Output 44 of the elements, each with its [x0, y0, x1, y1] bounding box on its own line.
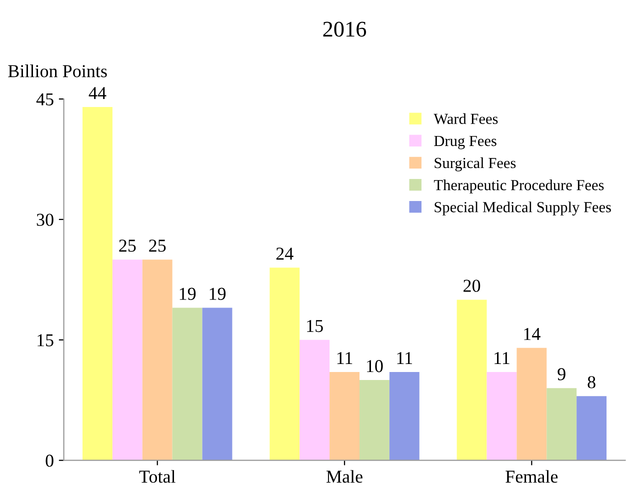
data-label: 10 — [367, 360, 383, 372]
bar — [270, 268, 300, 460]
bar — [202, 308, 232, 460]
bar — [359, 380, 390, 460]
legend-label: Drug Fees — [434, 136, 496, 150]
y-tick-label: 30 — [36, 214, 54, 226]
bar — [112, 260, 142, 460]
bar — [456, 300, 487, 460]
bar — [172, 308, 202, 460]
data-label: 14 — [524, 328, 540, 340]
y-tick-label: 0 — [46, 454, 54, 467]
data-label: 19 — [180, 288, 196, 300]
legend-label: Surgical Fees — [434, 157, 516, 172]
data-label: 25 — [149, 240, 166, 252]
data-label: 11 — [397, 352, 412, 364]
legend-label: Special Medical Supply Fees — [434, 202, 611, 216]
x-tick-label: Male — [326, 470, 362, 483]
data-label: 15 — [307, 320, 323, 332]
bar — [576, 396, 607, 460]
bar — [516, 348, 547, 460]
x-tick-label: Total — [139, 470, 176, 483]
data-label: 20 — [464, 280, 480, 292]
data-label: 11 — [337, 352, 352, 364]
data-label: 11 — [494, 352, 510, 364]
legend-label: Therapeutic Procedure Fees — [434, 180, 604, 194]
bar — [82, 107, 112, 460]
bar — [142, 260, 172, 460]
data-label: 25 — [119, 240, 136, 252]
bar — [546, 388, 577, 460]
y-axis-title: Billion Points — [8, 64, 107, 78]
data-label: 24 — [276, 248, 294, 260]
y-tick-label: 15 — [38, 334, 54, 346]
x-tick-label: Female — [506, 470, 558, 483]
bar — [389, 372, 420, 460]
bar — [330, 372, 360, 460]
data-label: 9 — [558, 368, 566, 380]
bar — [486, 372, 517, 460]
data-label: 8 — [588, 376, 596, 388]
y-tick-label: 45 — [36, 93, 54, 106]
legend-label: Ward Fees — [434, 113, 498, 124]
data-label: 44 — [88, 87, 106, 100]
chart-title: 2016 — [323, 22, 366, 37]
bar — [300, 340, 330, 460]
data-label: 19 — [210, 288, 226, 300]
